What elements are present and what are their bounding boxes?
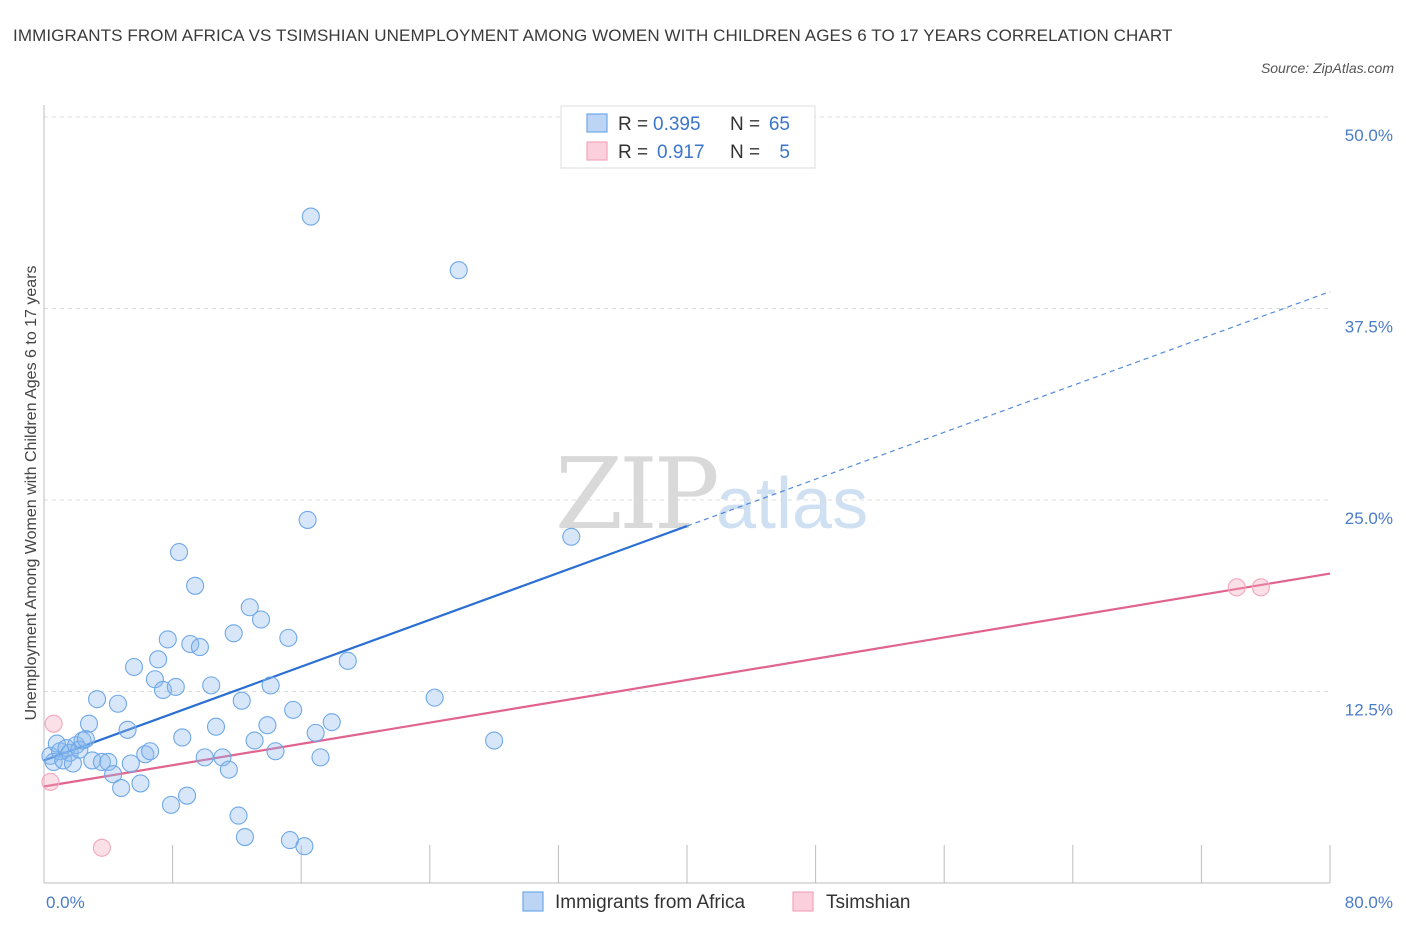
source-note: Source: ZipAtlas.com [1260, 60, 1394, 76]
point-africa-33 [173, 728, 192, 747]
point-africa-51 [261, 676, 280, 695]
watermark-zip: ZIP [555, 438, 717, 552]
point-africa-1 [44, 752, 63, 772]
point-africa-37 [190, 638, 209, 657]
legend-n-value-africa: 65 [769, 114, 790, 135]
y-tick-label-3: 50.0% [1345, 126, 1393, 145]
point-africa-43 [224, 624, 243, 643]
point-africa-53 [279, 628, 298, 647]
point-tsimshian-3 [1227, 578, 1246, 597]
point-africa-29 [158, 630, 177, 649]
bottom-legend-label-africa: Immigrants from Africa [555, 892, 745, 913]
legend-swatch-tsimshian [586, 141, 608, 161]
point-africa-66 [562, 527, 581, 546]
point-africa-22 [124, 657, 144, 677]
point-africa-44 [229, 806, 248, 825]
point-africa-13 [83, 751, 102, 770]
point-africa-20 [118, 720, 137, 739]
stats-legend: R = 0.395 N = 65 R = 0.917 N = 5 [560, 105, 816, 169]
tick-labels: 12.5% 25.0% 37.5% 50.0% 0.0% 80.0% [46, 126, 1393, 912]
point-africa-62 [338, 651, 357, 670]
point-africa-21 [121, 754, 140, 773]
y-tick-label-0: 12.5% [1345, 701, 1393, 720]
point-africa-56 [295, 837, 314, 856]
bottom-legend-swatch-africa [522, 891, 544, 912]
point-africa-25 [141, 742, 160, 761]
point-africa-11 [76, 729, 95, 749]
point-africa-55 [284, 700, 303, 719]
trend-line-africa [43, 525, 688, 762]
point-africa-36 [186, 576, 205, 595]
x-tick-label-0: 0.0% [46, 893, 85, 912]
legend-r-label-africa: R = [618, 114, 648, 135]
point-africa-50 [258, 716, 277, 735]
point-tsimshian-4 [1251, 578, 1270, 597]
point-africa-63 [425, 688, 444, 707]
point-africa-27 [149, 650, 168, 669]
axes [43, 105, 1331, 884]
bottom-legend-label-tsimshian: Tsimshian [826, 892, 910, 913]
data-points [41, 207, 1270, 857]
legend-r-label-tsimshian: R = [618, 142, 648, 163]
watermark-atlas: atlas [716, 464, 868, 544]
point-africa-38 [195, 748, 214, 767]
y-axis-label: Unemployment Among Women with Children A… [23, 265, 40, 720]
point-africa-60 [311, 748, 330, 767]
point-africa-35 [181, 634, 200, 654]
point-africa-6 [60, 743, 79, 762]
x-tick-label-1: 80.0% [1345, 893, 1393, 912]
legend-r-value-africa: 0.395 [653, 114, 701, 135]
point-africa-15 [92, 752, 111, 772]
bottom-legend: Immigrants from Africa Tsimshian [522, 891, 910, 913]
trend-line-africa-extension [686, 291, 1331, 527]
legend-n-label-tsimshian: N = [730, 142, 760, 163]
point-tsimshian-0 [41, 772, 60, 791]
point-africa-34 [178, 786, 197, 805]
y-tick-label-1: 25.0% [1345, 509, 1393, 528]
trend-line-tsimshian [43, 572, 1331, 788]
trend-lines [43, 291, 1331, 788]
point-africa-32 [169, 543, 189, 562]
chart-title: IMMIGRANTS FROM AFRICA VS TSIMSHIAN UNEM… [13, 26, 1173, 45]
point-africa-14 [87, 690, 107, 709]
point-africa-30 [161, 795, 181, 814]
point-africa-12 [79, 714, 99, 733]
point-africa-24 [136, 745, 155, 764]
point-africa-46 [235, 827, 254, 847]
y-tick-label-2: 37.5% [1345, 318, 1393, 337]
point-africa-10 [73, 731, 92, 750]
point-africa-39 [202, 676, 221, 695]
legend-n-value-tsimshian: 5 [779, 142, 790, 163]
legend-n-label-africa: N = [730, 114, 760, 135]
point-africa-64 [449, 261, 468, 280]
point-africa-48 [245, 731, 264, 750]
legend-r-value-tsimshian: 0.917 [657, 142, 705, 163]
bottom-legend-swatch-tsimshian [792, 891, 814, 912]
point-africa-23 [131, 774, 150, 793]
point-africa-42 [219, 760, 238, 779]
point-tsimshian-2 [92, 838, 111, 857]
legend-swatch-africa [586, 113, 608, 133]
point-africa-45 [232, 691, 251, 710]
point-africa-49 [251, 610, 271, 629]
point-tsimshian-1 [44, 714, 63, 733]
point-africa-61 [322, 713, 341, 732]
point-africa-40 [206, 717, 226, 736]
point-africa-18 [108, 694, 127, 713]
point-africa-65 [485, 731, 504, 750]
point-africa-59 [306, 723, 325, 742]
point-africa-17 [104, 765, 123, 784]
point-africa-19 [112, 778, 131, 798]
point-africa-31 [166, 677, 185, 696]
point-africa-52 [266, 742, 285, 761]
point-africa-58 [301, 207, 320, 226]
point-africa-47 [240, 598, 259, 617]
point-africa-57 [298, 510, 317, 529]
